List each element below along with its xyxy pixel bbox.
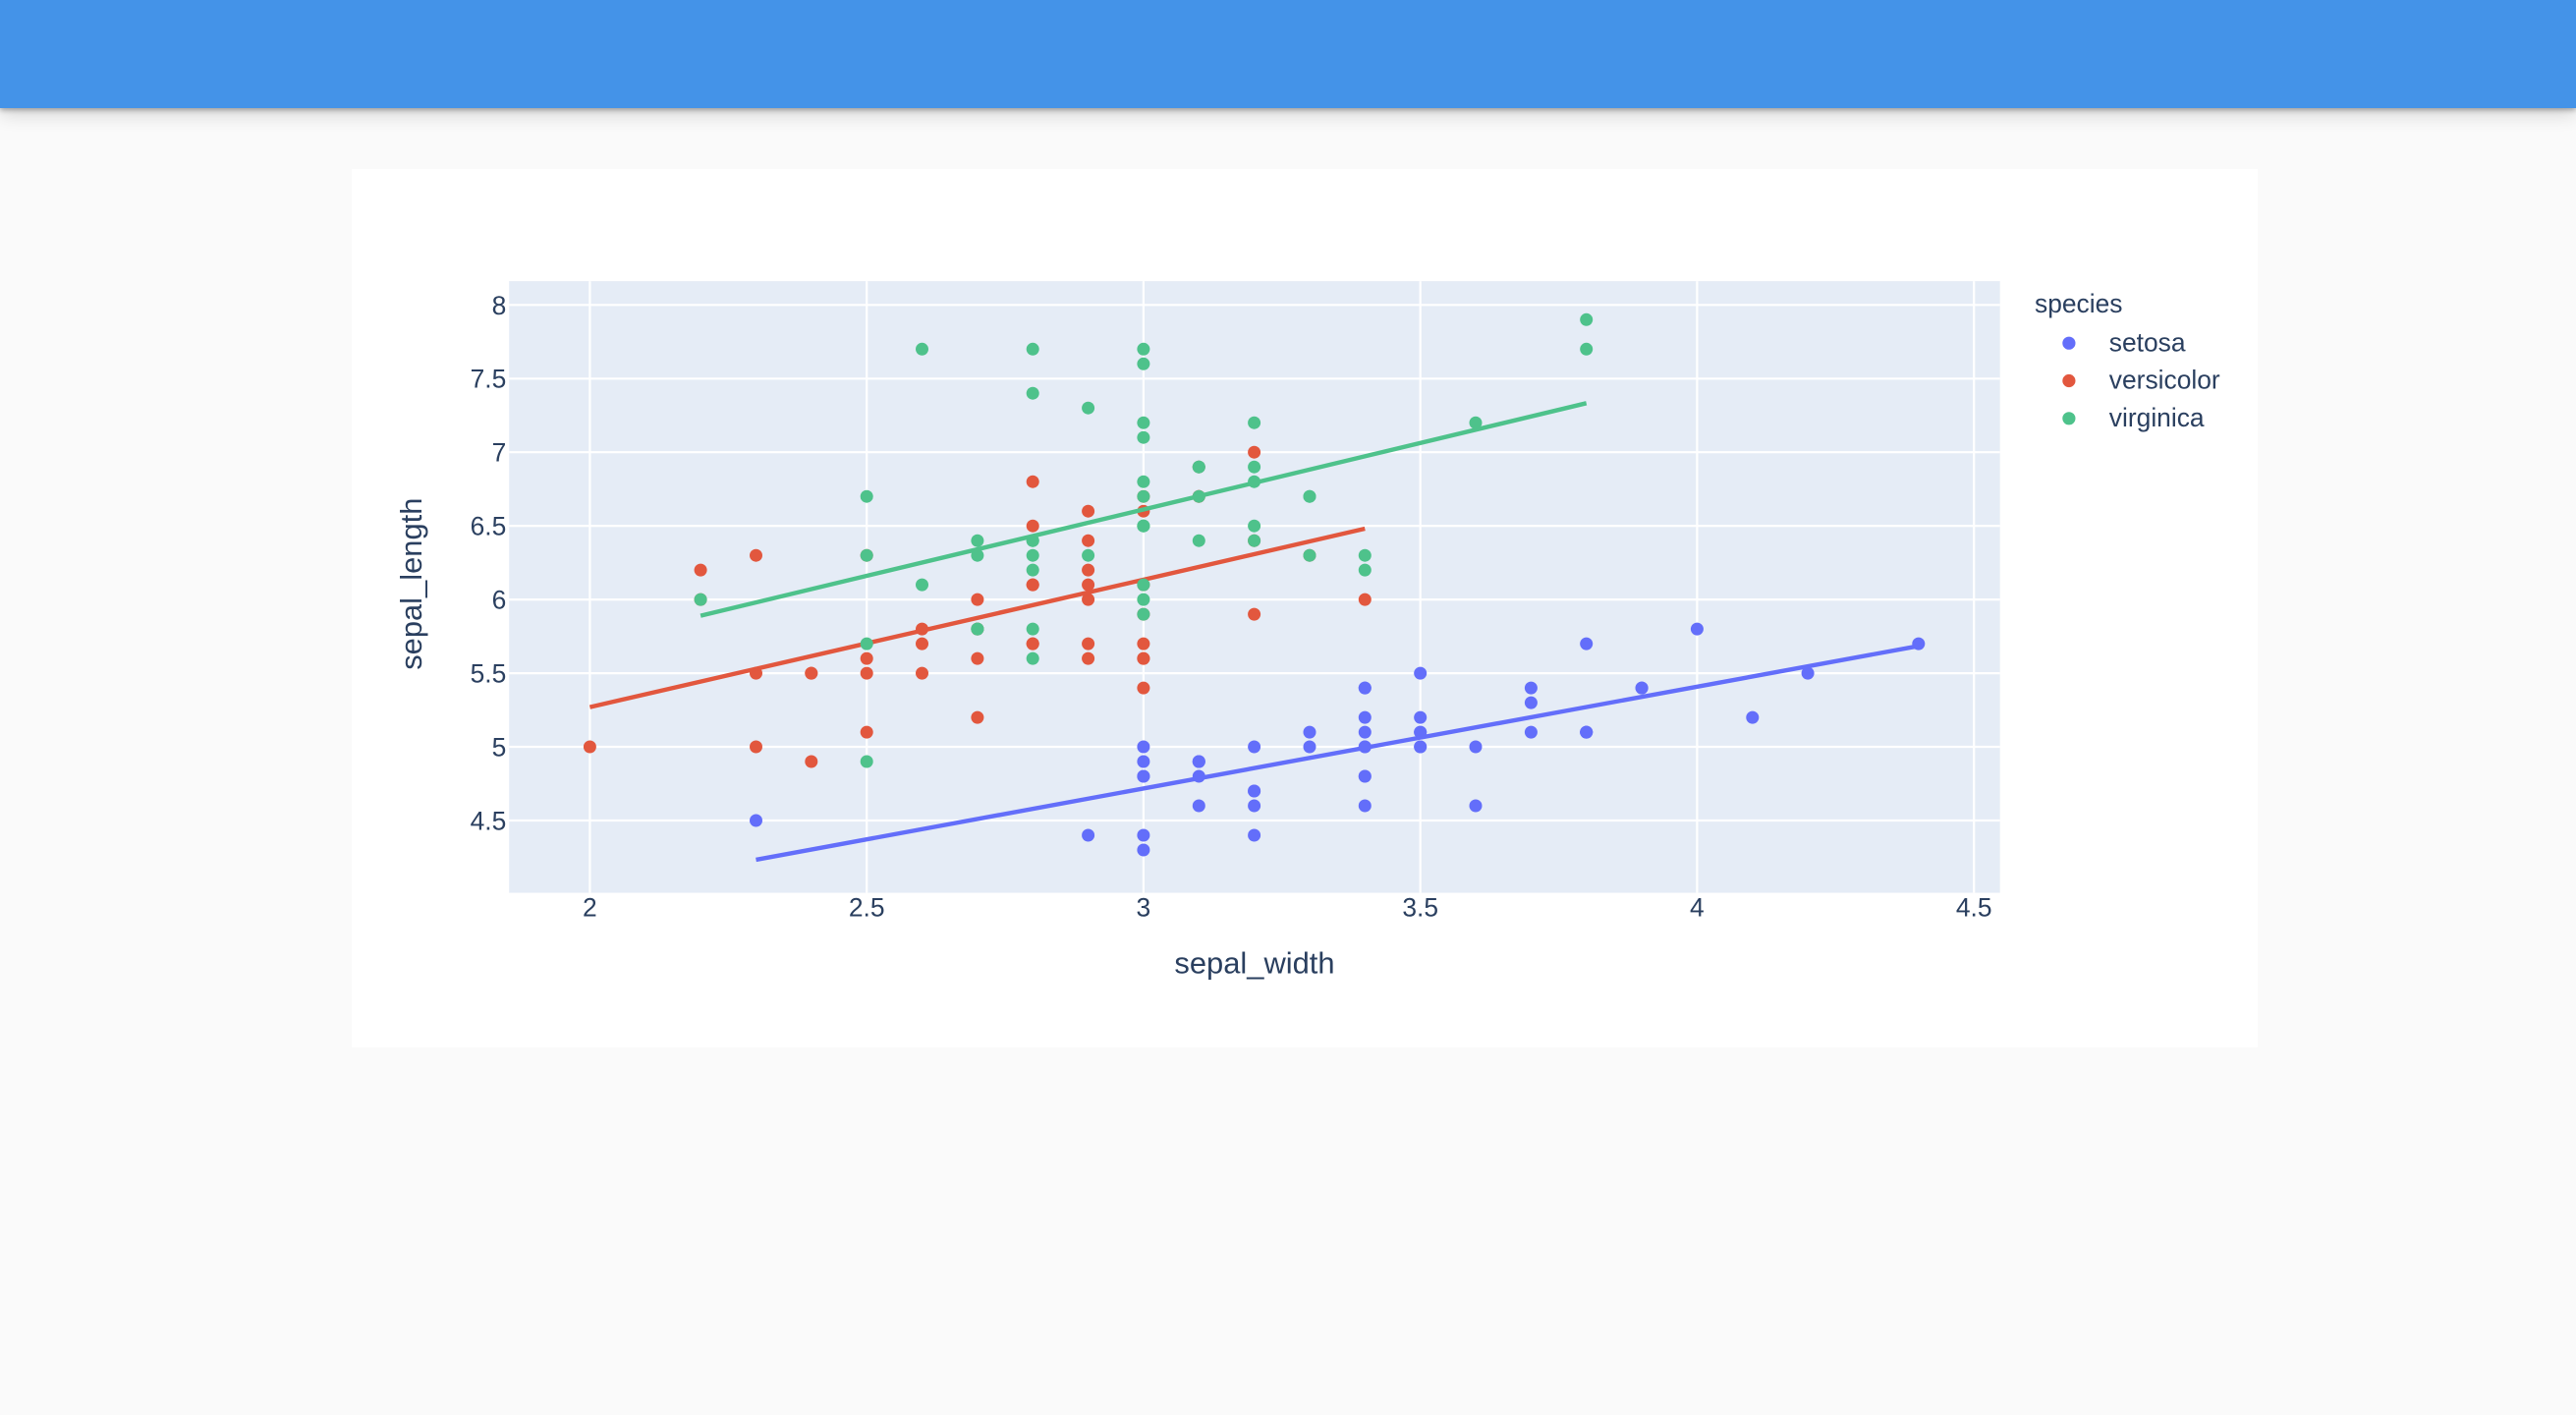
svg-text:species: species [2035, 289, 2122, 318]
svg-text:sepal_length: sepal_length [394, 498, 428, 670]
svg-text:sepal_width: sepal_width [1174, 946, 1334, 981]
svg-text:6.5: 6.5 [471, 512, 507, 541]
svg-text:6: 6 [492, 586, 507, 615]
svg-text:5.5: 5.5 [471, 659, 507, 689]
svg-text:3: 3 [1137, 893, 1151, 923]
svg-text:versicolor: versicolor [2109, 366, 2220, 395]
svg-text:7.5: 7.5 [471, 365, 507, 394]
svg-text:4: 4 [1690, 893, 1705, 923]
svg-text:4.5: 4.5 [1956, 893, 1992, 923]
svg-text:7: 7 [492, 438, 507, 468]
svg-text:3.5: 3.5 [1402, 893, 1438, 923]
svg-text:setosa: setosa [2109, 327, 2186, 357]
svg-text:5: 5 [492, 733, 507, 763]
svg-text:2.5: 2.5 [849, 893, 885, 923]
svg-text:2: 2 [583, 893, 597, 923]
svg-text:8: 8 [492, 291, 507, 320]
svg-text:4.5: 4.5 [471, 806, 507, 835]
svg-text:virginica: virginica [2109, 403, 2205, 432]
